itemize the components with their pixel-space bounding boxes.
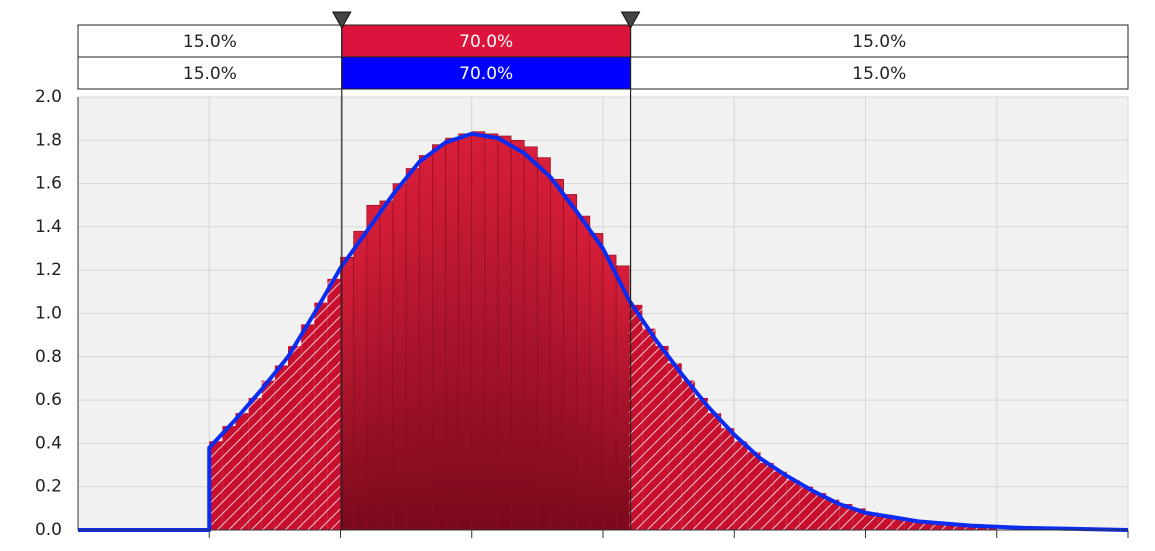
histogram-bar xyxy=(484,133,499,531)
histogram-bar xyxy=(944,523,958,530)
histogram-bar xyxy=(327,278,341,530)
y-tick-label: 1.0 xyxy=(35,304,62,324)
histogram-bar xyxy=(209,441,223,530)
y-tick-label: 0.6 xyxy=(35,390,62,410)
histogram-bar xyxy=(301,324,315,530)
histogram-bar xyxy=(353,230,368,531)
histogram-bar xyxy=(261,380,275,530)
histogram-bar xyxy=(432,144,446,531)
histogram-bar xyxy=(773,471,787,530)
band-label: 15.0% xyxy=(852,64,906,84)
histogram-bar xyxy=(248,397,262,530)
histogram-bar xyxy=(379,200,394,531)
delimiter-handle xyxy=(620,11,641,30)
y-tick-label: 0.0 xyxy=(35,520,62,540)
histogram-bar xyxy=(918,521,932,530)
histogram-bar xyxy=(734,441,748,530)
histogram-bar xyxy=(314,302,328,530)
histogram-bar xyxy=(550,178,564,531)
histogram-bar xyxy=(497,135,512,531)
histogram-bar xyxy=(589,233,604,531)
histogram-bar xyxy=(865,512,879,530)
histogram-bar xyxy=(839,504,853,530)
band-label: 15.0% xyxy=(183,64,237,84)
band-segment xyxy=(630,24,1129,58)
y-tick-label: 1.4 xyxy=(35,217,62,237)
histogram-bar xyxy=(681,380,695,530)
histogram-bar xyxy=(799,486,813,530)
histogram-bar xyxy=(366,204,381,531)
histogram-bar xyxy=(602,254,617,531)
histogram-bar xyxy=(340,256,354,531)
histogram-bar xyxy=(721,428,735,530)
histogram-bar xyxy=(537,157,551,531)
histogram-bar xyxy=(405,168,420,531)
y-tick-label: 1.2 xyxy=(35,260,62,280)
histogram-bar xyxy=(931,522,945,530)
histogram-bar xyxy=(563,194,578,531)
histogram-bar xyxy=(826,499,840,530)
y-tick-label: 0.4 xyxy=(35,433,62,453)
density-curve xyxy=(78,131,1129,532)
histogram-bar xyxy=(878,514,892,530)
histogram-bar xyxy=(629,304,643,530)
histogram-bar xyxy=(760,462,774,530)
histogram-bar xyxy=(642,328,656,530)
histogram-bar xyxy=(458,133,473,531)
histogram-bar xyxy=(274,365,288,530)
histogram-bar xyxy=(523,146,538,531)
histogram-bar xyxy=(813,493,827,530)
band-label: 15.0% xyxy=(852,32,906,52)
band-label: 70.0% xyxy=(459,32,513,52)
histogram-bar xyxy=(471,131,486,531)
histogram-bar xyxy=(747,452,761,530)
histogram-bar xyxy=(852,508,866,530)
histogram-bar xyxy=(786,480,800,530)
band-label: 70.0% xyxy=(459,64,513,84)
histogram-bar xyxy=(615,265,630,531)
histogram-bar xyxy=(957,524,971,530)
histogram-bar xyxy=(222,426,236,530)
band-segment xyxy=(77,56,343,90)
band-label: 15.0% xyxy=(183,32,237,52)
y-tick-label: 2.0 xyxy=(35,87,62,107)
delimiter-handle xyxy=(331,11,352,30)
y-tick-label: 1.6 xyxy=(35,174,62,194)
y-tick-label: 1.8 xyxy=(35,130,62,150)
band-segment xyxy=(630,56,1129,90)
histogram-bar xyxy=(668,363,682,530)
histogram-bar xyxy=(708,413,722,530)
histogram-bar xyxy=(655,345,669,530)
histogram-bar xyxy=(392,183,407,531)
band-segment xyxy=(341,56,632,90)
histogram-bar xyxy=(418,155,433,531)
histogram-bar xyxy=(288,345,302,530)
y-tick-label: 0.8 xyxy=(35,347,62,367)
histogram-bar xyxy=(694,397,708,530)
histogram-bar xyxy=(510,140,525,531)
histogram-bar xyxy=(235,413,249,530)
histogram-bar xyxy=(904,519,918,530)
y-tick-label: 0.2 xyxy=(35,477,62,497)
histogram-bar xyxy=(576,215,591,531)
histogram-bar xyxy=(445,137,459,531)
